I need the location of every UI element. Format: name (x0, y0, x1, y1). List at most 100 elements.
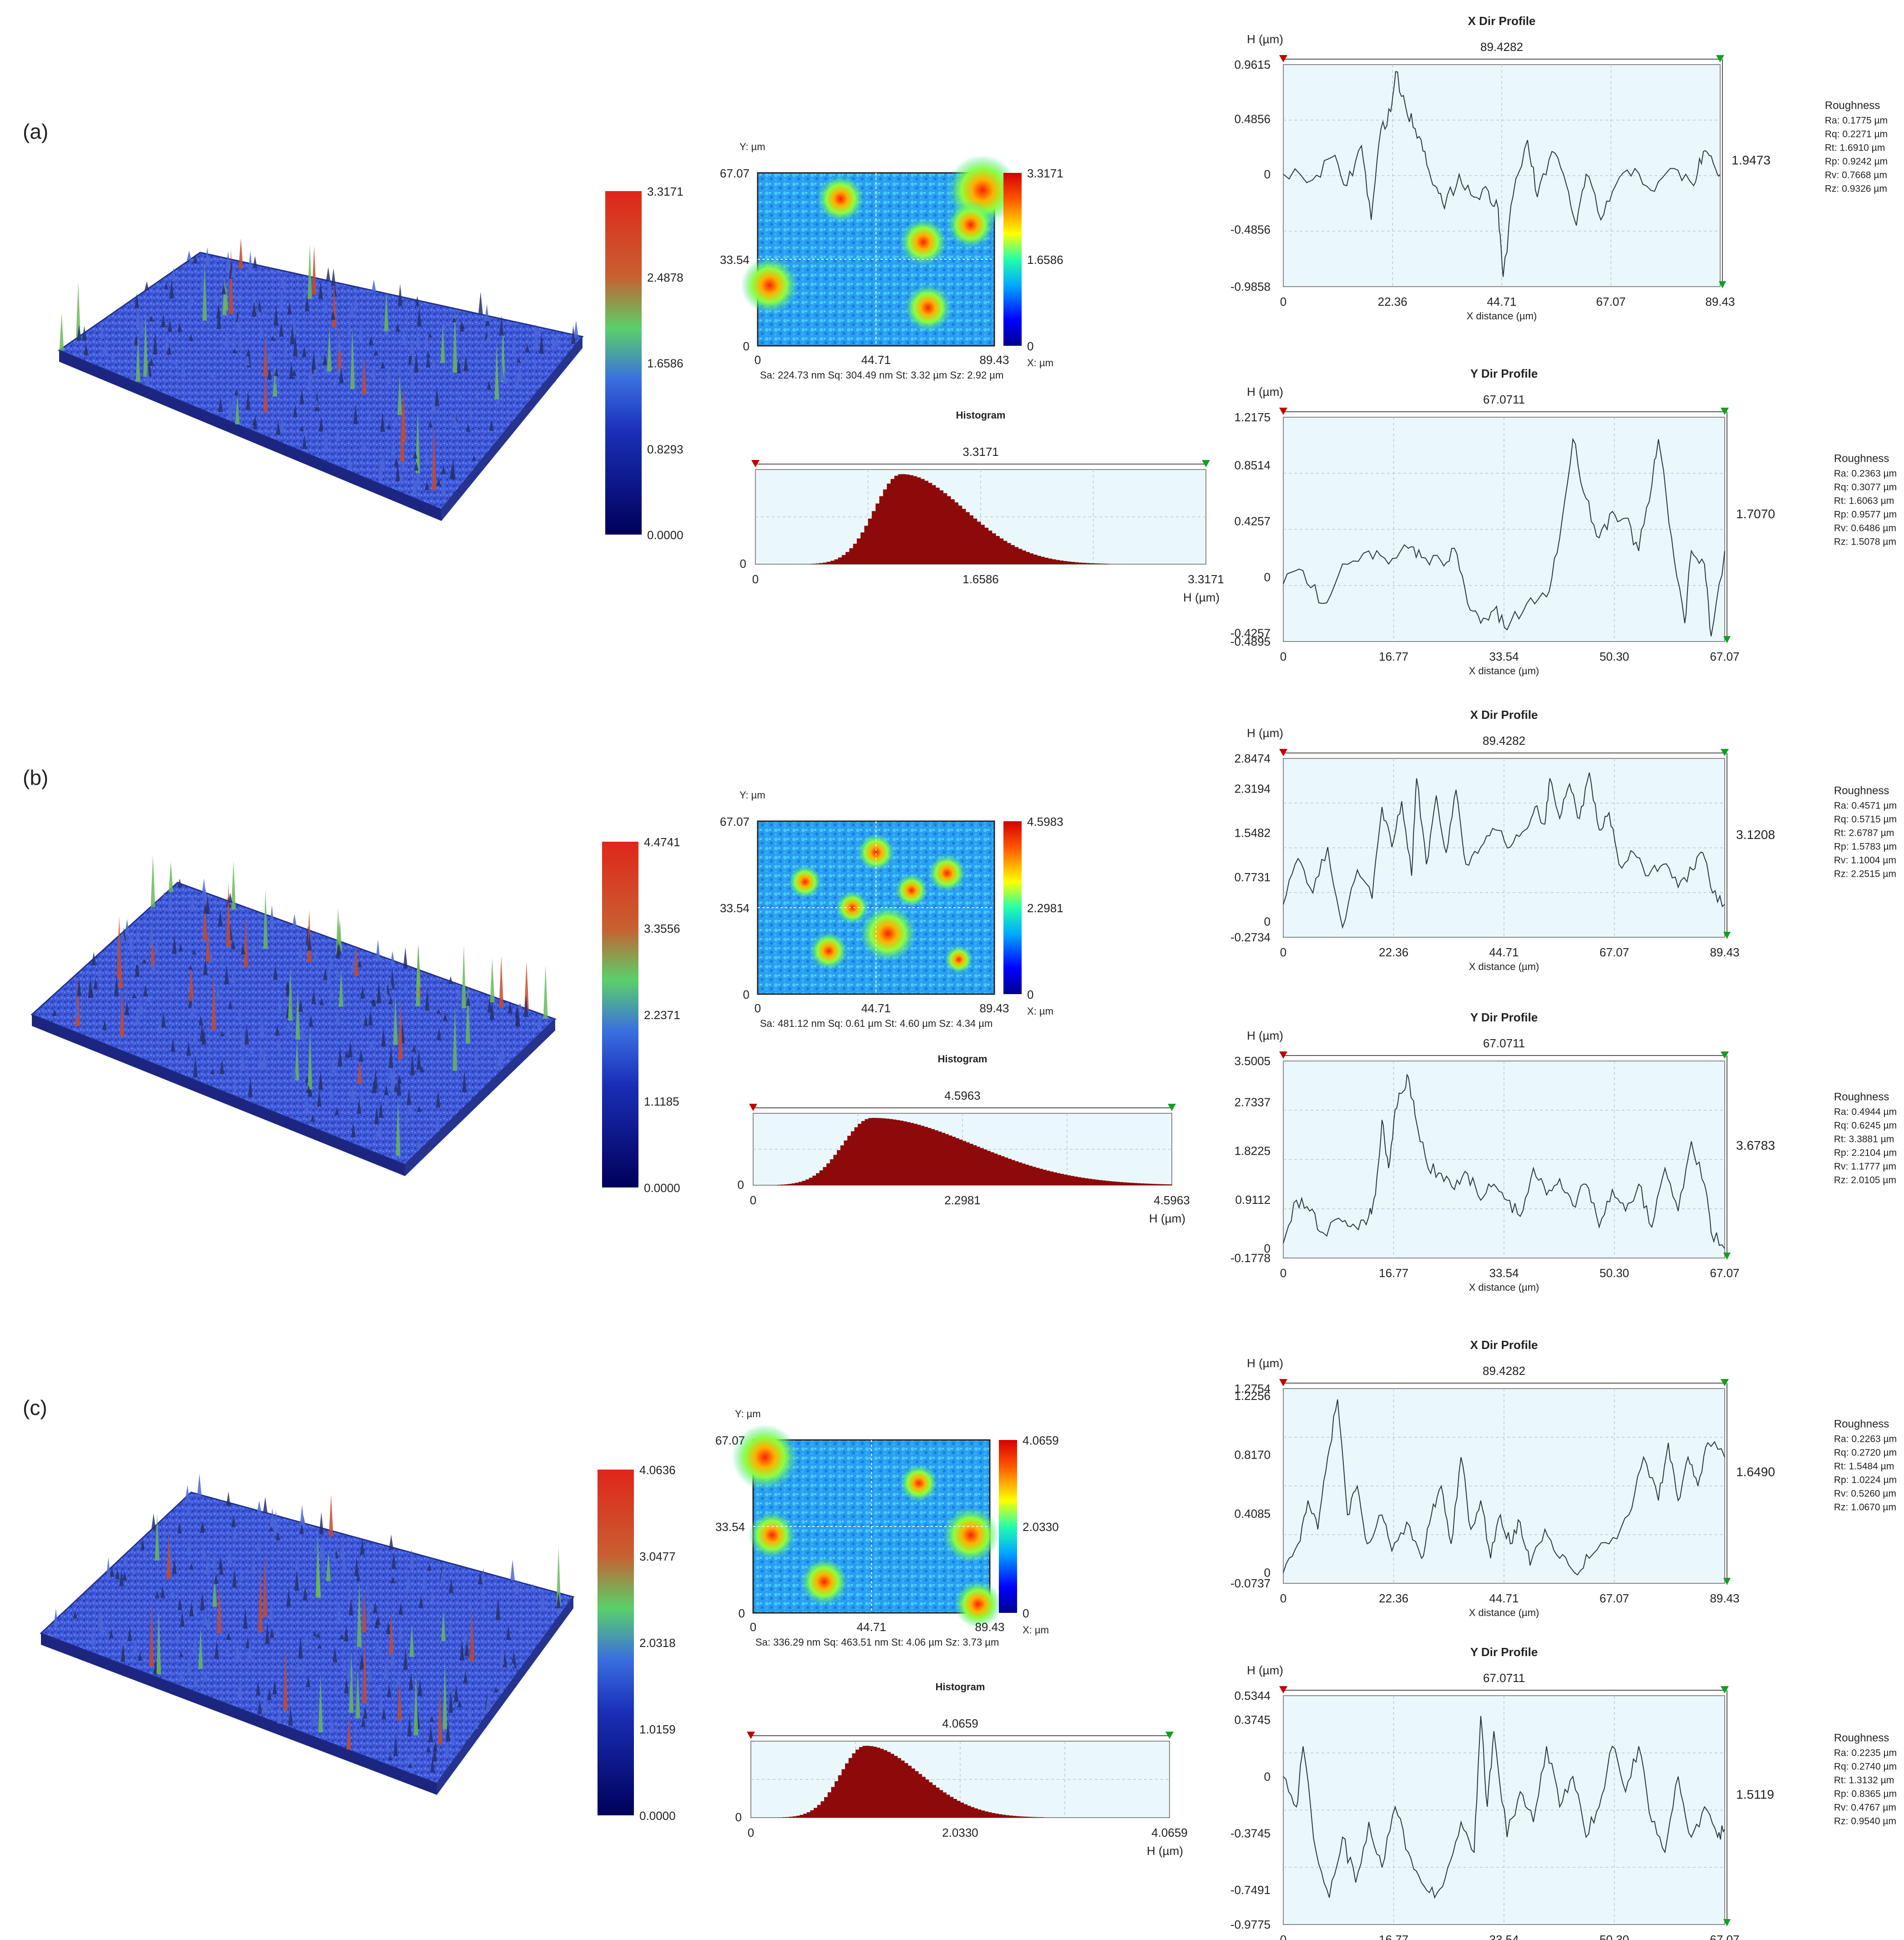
surface-peak (304, 1636, 309, 1646)
surface-peak (379, 1689, 384, 1710)
histogram-bar (875, 1118, 879, 1185)
surface-peak (409, 1624, 414, 1657)
surface-peak (248, 250, 253, 273)
range-top-value: 67.0711 (1483, 1036, 1525, 1050)
histogram-bar (962, 1141, 967, 1185)
histogram-bar (849, 548, 854, 564)
surface-peak (267, 1688, 272, 1700)
surface-peak (216, 985, 221, 1000)
surface-peak (230, 971, 235, 984)
histogram-bar (908, 1765, 912, 1818)
surface-peak (469, 1607, 474, 1662)
surface-peak (144, 281, 149, 290)
surface-peak (151, 959, 156, 971)
surface-peak (74, 1000, 79, 1017)
histogram-bar (1133, 1183, 1137, 1185)
surface-peak (468, 406, 473, 420)
histogram-bar (1037, 556, 1041, 564)
surface-peak (96, 968, 101, 976)
surface-peak (387, 1684, 392, 1698)
right-marker-icon (1721, 1686, 1729, 1693)
surface-peak (124, 1001, 129, 1015)
surface-peak (394, 1084, 399, 1092)
surface-peak (134, 293, 139, 308)
histogram-bar (994, 1153, 998, 1185)
surface-peak (395, 463, 400, 482)
histogram-bar (861, 532, 865, 564)
surface-peak (224, 964, 229, 985)
surface-peak (390, 1576, 395, 1584)
surface-peak (457, 1700, 462, 1708)
surface-peak (249, 1045, 254, 1054)
histogram-bar (1078, 562, 1083, 564)
heatmap-hotspot (836, 891, 869, 925)
histogram-bar (992, 1813, 996, 1818)
profile-y-tick: 0 (1264, 1770, 1271, 1783)
surface-peak (206, 1617, 211, 1628)
roughness-value: Rz: 0.9326 µm (1825, 184, 1887, 194)
histogram-bar (1019, 1816, 1023, 1818)
histogram-bar (1074, 562, 1079, 564)
surface-peak (292, 1064, 297, 1079)
bracket-end-icon (1719, 281, 1726, 288)
surface-peak (357, 1098, 362, 1114)
surface-peak (334, 1107, 339, 1116)
surface-peak (231, 940, 236, 949)
surface-peak (329, 953, 334, 970)
profile-y-tick: 1.8225 (1234, 1144, 1271, 1158)
surface-peak (272, 1679, 277, 1695)
surface-peak (138, 999, 143, 1015)
right-marker-icon (1721, 1051, 1729, 1059)
histogram-bar (858, 1123, 862, 1185)
histogram-bar (1011, 1160, 1015, 1185)
histogram-bar (844, 1140, 848, 1185)
heatmap-cbar-tick: 4.0659 (1023, 1434, 1059, 1447)
surface-peak (396, 365, 401, 374)
histogram-bar (891, 479, 895, 564)
surface-peak (441, 475, 446, 495)
surface-peak (519, 1618, 524, 1632)
histogram-bar (791, 1183, 795, 1185)
surface-peak (358, 321, 363, 341)
surface-peak (335, 1010, 340, 1024)
surface-peak (114, 975, 119, 996)
surface-peak (259, 1015, 264, 1037)
surface-peak (137, 1652, 142, 1661)
surface-peak (197, 1473, 202, 1496)
surface-peak (285, 981, 290, 990)
profile-xlabel: X distance (µm) (1469, 1282, 1539, 1293)
surface-peak (155, 1591, 160, 1598)
surface-peak (226, 251, 231, 270)
surface-peak (429, 1716, 434, 1722)
surface-peak (454, 1684, 459, 1702)
profile-y-tick: -0.3745 (1231, 1826, 1271, 1840)
surface-peak (168, 862, 173, 892)
surface-peak (369, 335, 374, 345)
profile-ylabel: H (µm) (1247, 1029, 1283, 1042)
histogram-bar (834, 559, 839, 564)
surface-peak (424, 449, 429, 463)
surface-peak (362, 1636, 367, 1704)
surface-peak (319, 1511, 324, 1535)
profile-x-tick: 89.43 (1705, 295, 1735, 308)
surface-peak (419, 1596, 424, 1608)
surface-peak (534, 328, 539, 349)
heatmap-y-tick: 0 (743, 339, 749, 353)
surface-peak (100, 324, 105, 339)
surface-peak (256, 308, 261, 316)
surface-peak (147, 993, 152, 1002)
surface-peak (450, 465, 455, 479)
surface-peak (350, 955, 355, 973)
heatmap-hotspot (904, 284, 952, 332)
profile-y-tick: 0.9112 (1235, 1193, 1271, 1207)
histogram-bar (973, 518, 977, 564)
surface-peak (115, 1569, 120, 1579)
surface-peak (189, 962, 194, 1001)
histogram-bar (871, 511, 876, 564)
histogram-bar (931, 1129, 935, 1185)
surface-peak (401, 324, 406, 345)
histogram-x-tick: 1.6586 (962, 572, 999, 586)
panel-label: (a) (23, 120, 48, 143)
histogram-bar (1154, 1184, 1158, 1185)
